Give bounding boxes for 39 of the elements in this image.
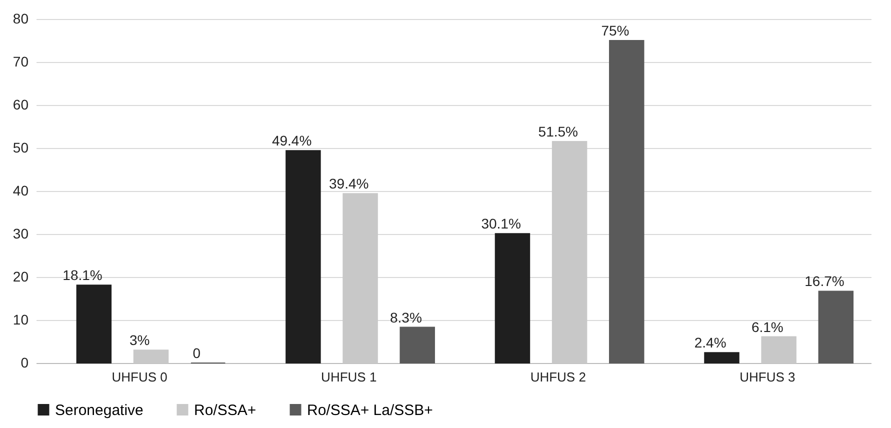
data-label: 8.3%	[390, 309, 422, 326]
data-label: 0	[192, 345, 201, 361]
bar	[818, 290, 854, 364]
data-label: 75%	[601, 22, 630, 38]
y-tick-label: 0	[20, 354, 29, 370]
data-label: 6.1%	[751, 318, 784, 335]
y-tick-label: 30	[12, 226, 29, 242]
y-tick-label: 10	[12, 312, 29, 328]
legend-label: Seronegative	[55, 402, 144, 419]
y-tick-label: 40	[12, 182, 29, 198]
y-tick-label: 80	[12, 10, 29, 26]
data-label: 30.1%	[481, 216, 521, 232]
legend-label: Ro/SSA+ La/SSB+	[307, 402, 434, 419]
bar	[609, 40, 644, 364]
data-label: 2.4%	[694, 334, 726, 351]
x-tick-label: UHFUS 2	[530, 370, 586, 384]
data-label: 51.5%	[538, 124, 578, 140]
x-tick-label: UHFUS 1	[321, 370, 377, 384]
data-label: 18.1%	[62, 267, 102, 284]
bar	[400, 326, 435, 364]
bar	[133, 350, 169, 364]
bar	[342, 193, 378, 364]
data-label: 39.4%	[329, 176, 369, 192]
bar	[286, 150, 321, 364]
bar	[494, 233, 530, 364]
x-tick-label: UHFUS 0	[112, 370, 168, 384]
bar	[704, 352, 740, 364]
bar	[761, 336, 796, 364]
y-tick-label: 50	[12, 140, 29, 156]
data-label: 16.7%	[804, 273, 844, 290]
bar	[76, 284, 112, 364]
data-label: 3%	[129, 332, 150, 348]
legend-label: Ro/SSA+	[194, 402, 256, 419]
data-label: 49.4%	[272, 132, 312, 149]
x-tick-label: UHFUS 3	[740, 370, 796, 384]
y-tick-label: 70	[12, 54, 29, 70]
y-tick-label: 60	[12, 96, 29, 112]
y-tick-label: 20	[12, 268, 29, 284]
bar	[552, 141, 588, 364]
